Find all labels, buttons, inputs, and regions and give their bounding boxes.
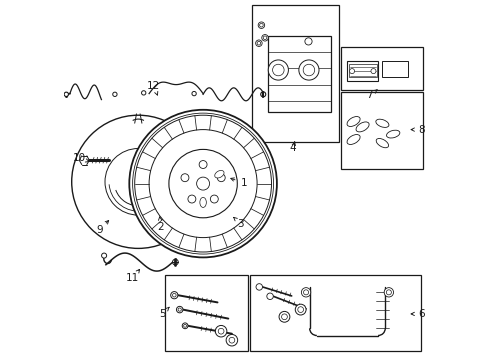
Text: 5: 5: [159, 309, 165, 319]
Text: 10: 10: [73, 153, 86, 163]
Ellipse shape: [346, 135, 359, 144]
Bar: [347, 61, 377, 81]
Circle shape: [268, 60, 288, 80]
Circle shape: [301, 288, 310, 297]
Circle shape: [192, 91, 196, 96]
Circle shape: [64, 92, 68, 96]
Circle shape: [263, 36, 266, 40]
Circle shape: [295, 304, 305, 315]
Bar: [348, 64, 376, 77]
Circle shape: [298, 60, 318, 80]
Bar: [252, 5, 338, 142]
Text: 8: 8: [417, 125, 424, 135]
Circle shape: [152, 173, 174, 194]
Circle shape: [179, 174, 186, 181]
Circle shape: [162, 161, 165, 165]
Ellipse shape: [375, 119, 388, 127]
Text: 2: 2: [157, 222, 164, 232]
Ellipse shape: [386, 130, 399, 138]
Circle shape: [182, 323, 187, 329]
Circle shape: [181, 175, 185, 179]
Circle shape: [149, 199, 153, 202]
Circle shape: [129, 110, 276, 257]
Circle shape: [217, 174, 225, 182]
Circle shape: [257, 41, 260, 45]
Circle shape: [297, 307, 303, 312]
Text: 11: 11: [126, 273, 139, 283]
Circle shape: [160, 159, 167, 166]
Ellipse shape: [355, 122, 368, 132]
Circle shape: [260, 92, 265, 97]
Circle shape: [199, 161, 206, 168]
Bar: [382, 60, 407, 77]
Circle shape: [178, 308, 181, 311]
Circle shape: [210, 195, 218, 203]
Circle shape: [215, 325, 226, 337]
Circle shape: [303, 290, 308, 295]
Circle shape: [259, 23, 263, 27]
Text: 4: 4: [289, 143, 296, 153]
Circle shape: [187, 195, 196, 203]
Text: 3: 3: [237, 219, 244, 229]
Ellipse shape: [346, 117, 359, 126]
Circle shape: [261, 35, 268, 41]
Bar: [250, 275, 420, 351]
Text: 12: 12: [147, 81, 160, 91]
Circle shape: [225, 334, 237, 346]
Circle shape: [174, 199, 177, 202]
Circle shape: [105, 148, 171, 215]
Circle shape: [113, 92, 117, 96]
Text: 1: 1: [240, 178, 246, 188]
Circle shape: [255, 40, 262, 46]
Circle shape: [181, 174, 188, 182]
Circle shape: [386, 290, 390, 295]
Bar: [267, 36, 330, 112]
Circle shape: [102, 253, 106, 258]
Circle shape: [272, 64, 284, 76]
Circle shape: [176, 306, 183, 313]
Bar: [340, 92, 422, 169]
Circle shape: [349, 69, 354, 74]
Circle shape: [228, 337, 234, 343]
Circle shape: [303, 64, 314, 76]
Text: 9: 9: [96, 225, 103, 235]
Text: 6: 6: [418, 309, 425, 319]
Circle shape: [141, 91, 145, 95]
Circle shape: [266, 293, 273, 300]
Circle shape: [133, 153, 194, 214]
Circle shape: [279, 311, 289, 322]
Ellipse shape: [200, 197, 206, 207]
Circle shape: [132, 113, 273, 254]
Circle shape: [258, 22, 264, 28]
Bar: [340, 47, 422, 90]
Circle shape: [170, 292, 178, 299]
Circle shape: [168, 149, 237, 218]
Circle shape: [196, 177, 209, 190]
Bar: [165, 275, 247, 351]
Ellipse shape: [375, 139, 388, 148]
Circle shape: [72, 115, 204, 248]
Circle shape: [183, 324, 186, 327]
Circle shape: [370, 69, 375, 74]
Circle shape: [140, 174, 147, 181]
Ellipse shape: [214, 170, 224, 178]
Circle shape: [304, 38, 311, 45]
Circle shape: [256, 284, 262, 290]
Circle shape: [172, 293, 176, 297]
Circle shape: [281, 314, 287, 320]
Circle shape: [145, 165, 182, 202]
Circle shape: [172, 197, 179, 204]
Circle shape: [139, 159, 187, 208]
Circle shape: [172, 259, 178, 265]
Circle shape: [384, 288, 393, 297]
Circle shape: [218, 328, 224, 334]
Circle shape: [142, 175, 145, 179]
Circle shape: [147, 197, 155, 204]
Text: 7: 7: [366, 90, 372, 100]
